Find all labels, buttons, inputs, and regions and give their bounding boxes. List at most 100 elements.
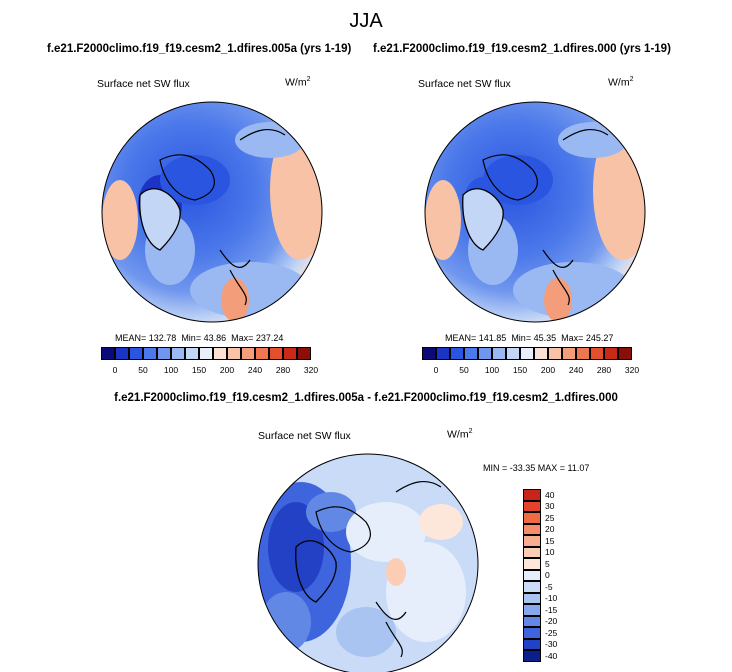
colorbar-segment [213,347,227,360]
colorbar-segment [523,569,541,581]
colorbar-tick-label: 30 [545,501,555,512]
colorbar-tick-label: 320 [624,365,640,375]
units-label-diff: W/m2 [447,428,473,441]
colorbar-right: 0 50 100 150 200 240 280 320 [422,347,639,387]
colorbar-tick-label: 10 [545,547,555,558]
colorbar-tick-label: 20 [545,524,555,535]
colorbar-segment [548,347,562,360]
colorbar-segment [115,347,129,360]
colorbar-segment [523,489,541,501]
colorbar-segment [520,347,534,360]
colorbar-segment [227,347,241,360]
run-title-left: f.e21.F2000climo.f19_f19.cesm2_1.dfires.… [47,43,352,55]
colorbar-tick-label: 5 [545,558,550,569]
colorbar-tick-label: -20 [545,616,558,627]
colorbar-tick-label: 25 [545,512,555,523]
colorbar-segment [171,347,185,360]
stats-left: MEAN= 132.78 Min= 43.86 Max= 237.24 [115,333,283,343]
colorbar-segment [523,604,541,616]
colorbar-segment [255,347,269,360]
colorbar-segment [422,347,436,360]
variable-label-left: Surface net SW flux [97,78,190,90]
colorbar-segment [492,347,506,360]
polar-map-right [424,101,646,323]
colorbar-tick-label: 280 [275,365,291,375]
colorbar-segment [523,650,541,662]
colorbar-tick-label: 280 [596,365,612,375]
colorbar-tick-label: 0 [112,365,118,375]
colorbar-segment [199,347,213,360]
stat-mean-right: MEAN= 141.85 [445,333,507,343]
colorbar-tick-label: 50 [459,365,469,375]
colorbar-difference: 40 30 25 20 15 10 5 0 -5 -10 -15 -20 -25 -30 -40 [523,489,583,662]
colorbar-segment [523,535,541,547]
colorbar-tick-label: 240 [568,365,584,375]
difference-title: f.e21.F2000climo.f19_f19.cesm2_1.dfires.… [114,392,618,404]
run-title-right: f.e21.F2000climo.f19_f19.cesm2_1.dfires.… [373,43,671,55]
colorbar-tick-label: -10 [545,593,558,604]
colorbar-tick-label: -40 [545,650,558,661]
colorbar-left: 0 50 100 150 200 240 280 320 [101,347,318,387]
units-label-left: W/m2 [285,76,311,89]
colorbar-segment [436,347,450,360]
colorbar-tick-label: -5 [545,581,553,592]
polar-map-difference [257,453,479,672]
colorbar-segment [143,347,157,360]
season-title: JJA [349,10,383,32]
stat-min-left: Min= 43.86 [181,333,227,343]
colorbar-tick-label: 40 [545,489,555,500]
stats-right: MEAN= 141.85 Min= 45.35 Max= 245.27 [445,333,613,343]
colorbar-segment [576,347,590,360]
colorbar-segment [297,347,311,360]
colorbar-segment [523,500,541,512]
colorbar-segment [590,347,604,360]
colorbar-segment [523,581,541,593]
colorbar-tick-label: 200 [219,365,235,375]
colorbar-tick-label: 150 [512,365,528,375]
colorbar-segment [269,347,283,360]
stat-max-right: Max= 245.27 [561,333,614,343]
colorbar-tick-label: -30 [545,639,558,650]
colorbar-tick-label: 15 [545,535,555,546]
colorbar-segment [523,627,541,639]
colorbar-segment [101,347,115,360]
colorbar-tick-label: -15 [545,604,558,615]
variable-label-diff: Surface net SW flux [258,430,351,442]
units-label-right: W/m2 [608,76,634,89]
colorbar-segment [523,592,541,604]
colorbar-tick-label: 320 [303,365,319,375]
colorbar-segment [283,347,297,360]
colorbar-segment [562,347,576,360]
colorbar-segment [464,347,478,360]
colorbar-segment [129,347,143,360]
colorbar-segment [523,523,541,535]
colorbar-tick-label: 0 [433,365,439,375]
variable-label-right: Surface net SW flux [418,78,511,90]
colorbar-tick-label: 100 [484,365,500,375]
colorbar-segment [618,347,632,360]
colorbar-segment [450,347,464,360]
stat-max-left: Max= 237.24 [231,333,284,343]
stats-diff: MIN = -33.35 MAX = 11.07 [483,463,590,473]
colorbar-segment [478,347,492,360]
polar-map-left [101,101,323,323]
colorbar-tick-label: 100 [163,365,179,375]
colorbar-segment [523,638,541,650]
stat-min-right: Min= 45.35 [511,333,557,343]
colorbar-segment [523,615,541,627]
colorbar-tick-label: -25 [545,627,558,638]
colorbar-segment [534,347,548,360]
colorbar-tick-label: 240 [247,365,263,375]
colorbar-segment [241,347,255,360]
colorbar-segment [157,347,171,360]
stat-mean-left: MEAN= 132.78 [115,333,177,343]
colorbar-segment [523,512,541,524]
colorbar-segment [523,558,541,570]
colorbar-tick-label: 150 [191,365,207,375]
colorbar-segment [506,347,520,360]
colorbar-tick-label: 50 [138,365,148,375]
colorbar-segment [185,347,199,360]
colorbar-segment [604,347,618,360]
colorbar-segment [523,546,541,558]
colorbar-tick-label: 0 [545,570,550,581]
